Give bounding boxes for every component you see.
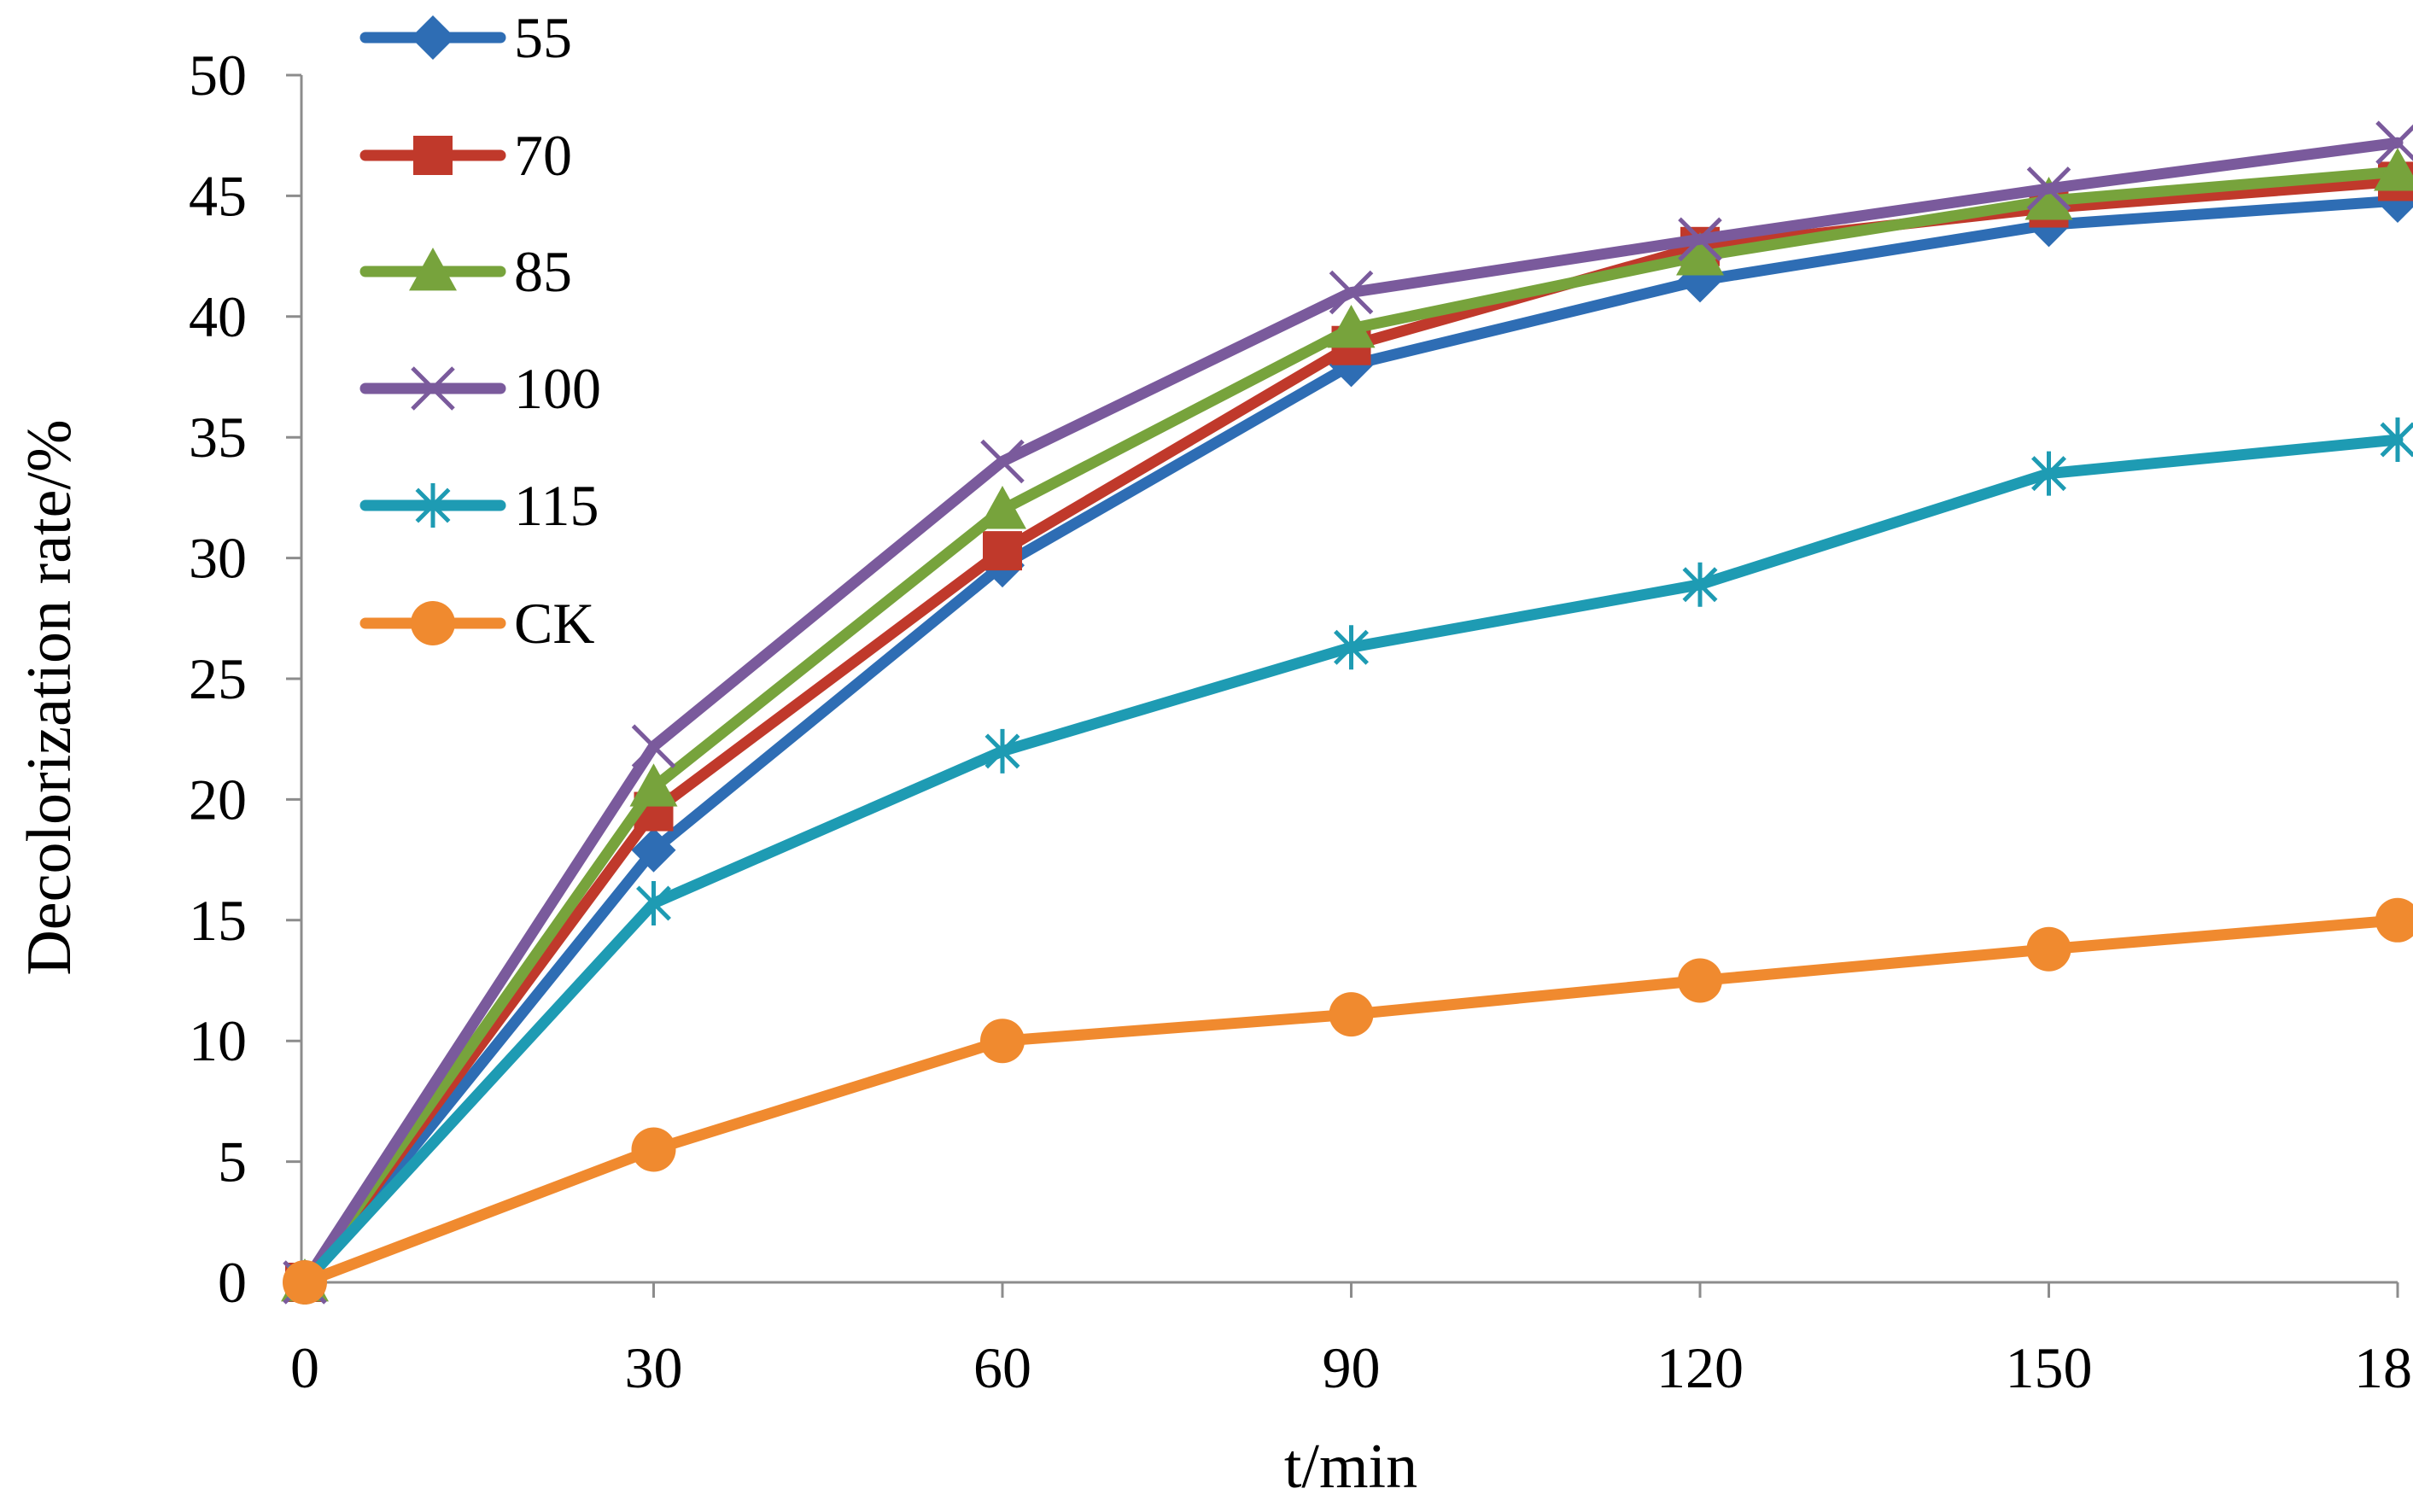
- y-axis-title: Decolorization rate/%: [15, 419, 85, 975]
- legend: 55 70 85 100 115 CK: [359, 5, 601, 656]
- data-point-115: [1334, 625, 1369, 670]
- legend-item-55: 55: [359, 5, 572, 70]
- data-point-ck: [631, 1127, 676, 1172]
- data-point-115: [2031, 451, 2066, 496]
- data-point-ck: [1329, 992, 1374, 1037]
- x-tick-label: 150: [2006, 1335, 2093, 1400]
- legend-marker-55: [411, 15, 455, 60]
- legend-marker-70: [413, 136, 453, 175]
- x-tick-label: 120: [1656, 1335, 1744, 1400]
- series-line-ck: [299, 914, 2404, 1288]
- legend-item-70: 70: [359, 123, 572, 188]
- data-point-55: [631, 827, 676, 873]
- x-tick-label: 180: [2354, 1335, 2413, 1400]
- y-tick-label: 45: [189, 163, 247, 228]
- legend-label-100: 100: [514, 356, 601, 421]
- data-point-ck: [2026, 926, 2071, 972]
- x-axis-title: t/min: [1284, 1432, 1417, 1502]
- data-point-70: [983, 531, 1022, 571]
- data-point-115: [984, 728, 1020, 774]
- data-point-85: [2024, 177, 2073, 220]
- axes: 0 5 10 15 20 25 30 35 40 45 50 0 30 60 90 120 150 180: [189, 43, 2413, 1400]
- data-point-115: [1682, 562, 1718, 607]
- data-point-85: [629, 763, 678, 807]
- x-tick-label: 60: [973, 1335, 1031, 1400]
- data-point-100: [980, 439, 1025, 484]
- y-tick-label: 15: [189, 888, 247, 953]
- series-ck: [283, 897, 2413, 1305]
- series-115: [287, 417, 2413, 1305]
- legend-item-115: 115: [359, 473, 599, 538]
- legend-item-85: 85: [359, 239, 572, 304]
- legend-marker-115: [415, 483, 451, 528]
- legend-label-115: 115: [514, 473, 599, 538]
- series-100: [283, 120, 2413, 1305]
- data-point-85: [2374, 148, 2413, 191]
- y-tick-label: 30: [189, 526, 247, 591]
- y-tick-label: 0: [218, 1250, 247, 1315]
- data-point-100: [2375, 120, 2413, 165]
- legend-label-70: 70: [514, 123, 572, 188]
- legend-item-100: 100: [359, 356, 601, 421]
- y-tick-label: 40: [189, 284, 247, 349]
- data-point-ck: [980, 1019, 1025, 1064]
- data-point-85: [979, 486, 1026, 529]
- data-point-100: [1678, 217, 1722, 262]
- y-tick-label: 10: [189, 1008, 247, 1073]
- data-point-85: [1327, 304, 1376, 348]
- x-tick-label: 90: [1323, 1335, 1381, 1400]
- legend-label-55: 55: [514, 5, 572, 70]
- legend-marker-ck: [411, 601, 455, 645]
- y-tick-label: 5: [218, 1130, 247, 1194]
- x-tick-label: 30: [625, 1335, 683, 1400]
- data-point-ck: [2375, 897, 2413, 943]
- legend-label-ck: CK: [514, 591, 594, 656]
- data-point-100: [631, 724, 676, 768]
- legend-item-ck: CK: [359, 591, 594, 656]
- legend-marker-100: [411, 366, 455, 411]
- data-point-115: [2380, 417, 2413, 463]
- data-point-ck: [1678, 958, 1722, 1003]
- x-tick-label: 0: [290, 1335, 319, 1400]
- data-point-ck: [283, 1260, 327, 1305]
- y-tick-label: 20: [189, 767, 247, 832]
- data-point-115: [636, 881, 671, 925]
- series-85: [281, 148, 2413, 1302]
- y-tick-label: 50: [189, 43, 247, 108]
- data-point-85: [1676, 232, 1724, 276]
- data-point-100: [2026, 166, 2071, 211]
- data-point-100: [1329, 270, 1374, 315]
- y-tick-label: 25: [189, 646, 247, 711]
- series-layer: [281, 120, 2413, 1305]
- y-tick-label: 35: [189, 405, 247, 470]
- legend-marker-85: [409, 248, 457, 291]
- legend-label-85: 85: [514, 239, 572, 304]
